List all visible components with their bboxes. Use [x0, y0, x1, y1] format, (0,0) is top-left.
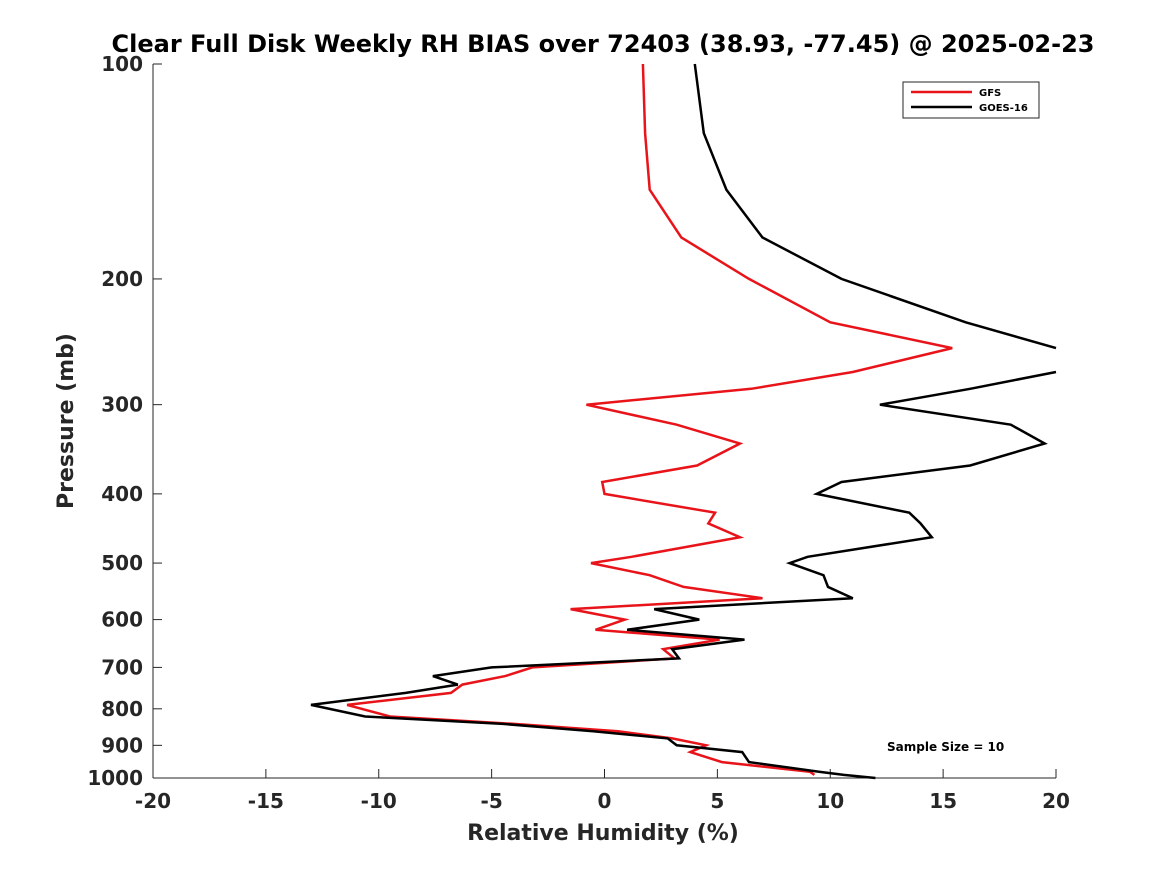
legend-label-goes16: GOES-16	[979, 103, 1028, 114]
y-tick-label: 200	[101, 267, 143, 291]
y-tick-label: 500	[101, 551, 143, 575]
x-tick-label: 5	[710, 789, 724, 813]
legend-box	[902, 81, 1040, 119]
x-tick-label: -5	[481, 789, 503, 813]
x-tick-label: 0	[598, 789, 612, 813]
y-tick-label: 400	[101, 482, 143, 506]
y-tick-label: 800	[101, 697, 143, 721]
y-tick-label: 1000	[87, 766, 143, 790]
sample-size-annotation: Sample Size = 10	[887, 740, 1004, 754]
y-tick-label: 700	[101, 655, 143, 679]
x-tick-label: -20	[135, 789, 171, 813]
x-axis: -20 -15 -10 -5 0 5 10 15 20	[135, 769, 1070, 813]
y-axis-label: Pressure (mb)	[54, 333, 79, 509]
series-line-gfs	[346, 63, 953, 776]
chart-title: Clear Full Disk Weekly RH BIAS over 7240…	[112, 30, 1095, 58]
x-tick-label: -10	[361, 789, 397, 813]
x-tick-label: 15	[929, 789, 957, 813]
y-tick-label: 100	[101, 52, 143, 76]
y-axis: 100 200 300 400 500 600 700 800 900 1000	[87, 52, 162, 790]
series-layer	[310, 63, 1057, 780]
x-axis-label: Relative Humidity (%)	[467, 821, 739, 846]
y-tick-label: 300	[101, 393, 143, 417]
y-tick-label: 600	[101, 608, 143, 632]
x-tick-label: 10	[816, 789, 844, 813]
plot-area	[152, 64, 1056, 779]
series-line-goes16	[310, 63, 1057, 780]
x-tick-label: 20	[1042, 789, 1070, 813]
y-tick-label: 900	[101, 733, 143, 757]
x-tick-label: -15	[248, 789, 284, 813]
legend-label-gfs: GFS	[979, 88, 1001, 99]
legend: GFS GOES-16	[902, 81, 1040, 119]
